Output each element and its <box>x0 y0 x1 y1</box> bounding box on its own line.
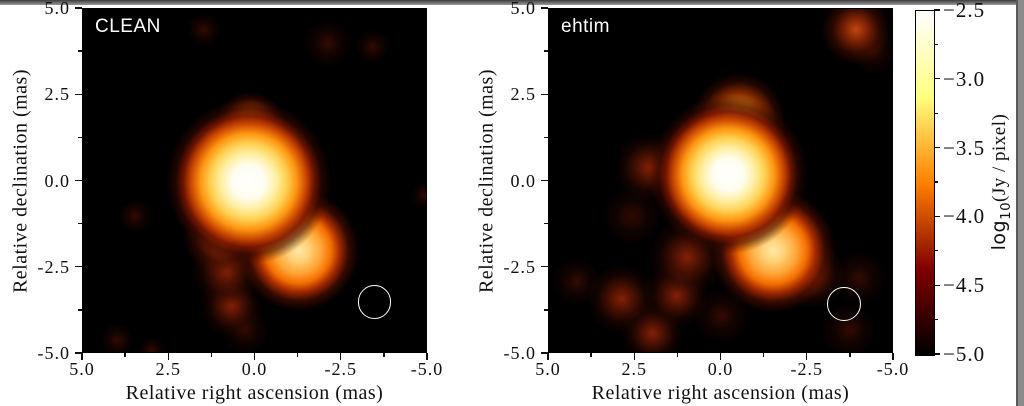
colorbar-tick-mark <box>934 112 938 114</box>
x-tick-label: -2.5 <box>790 359 823 379</box>
y-tick-label: 2.5 <box>510 84 536 105</box>
y-tick-mark <box>541 266 548 268</box>
x-tick-label: -5.0 <box>410 359 444 379</box>
y-tick-mark <box>544 309 548 311</box>
x-tick-mark <box>383 353 385 357</box>
x-axis-label: Relative right ascension (mas) <box>591 382 850 404</box>
colorbar-tick-label: −4.0 <box>943 204 986 229</box>
y-tick-mark <box>544 222 548 225</box>
y-tick-mark <box>541 7 548 9</box>
colorbar-tick-mark <box>934 9 940 11</box>
x-tick-mark <box>296 353 299 357</box>
colorbar-tick-mark <box>934 181 938 183</box>
x-tick-mark <box>849 353 851 357</box>
colorbar-tick-label: −3.0 <box>943 66 986 91</box>
y-tick-mark <box>75 352 82 354</box>
x-tick-label: -2.5 <box>324 359 357 379</box>
beam-circle <box>827 287 861 321</box>
y-tick-label: 5.0 <box>44 0 70 18</box>
colorbar-tick-label: −4.5 <box>943 273 986 298</box>
colorbar-tick-mark <box>934 43 938 46</box>
x-tick-mark <box>547 353 549 360</box>
colorbar-tick-mark <box>934 250 938 252</box>
right-border <box>1016 0 1024 406</box>
ehtim-heatmap-image: ehtim <box>548 8 893 353</box>
clean-heatmap-image: CLEAN <box>82 8 427 353</box>
colorbar-tick-label: −5.0 <box>943 342 986 366</box>
panel-label-ehtim: ehtim <box>561 16 610 37</box>
x-tick-mark <box>762 353 765 357</box>
y-tick-mark <box>75 7 82 9</box>
y-tick-mark <box>78 50 82 52</box>
x-tick-mark <box>719 353 722 360</box>
colorbar-tick-label: −3.5 <box>943 135 986 160</box>
y-tick-mark <box>78 222 82 225</box>
x-axis-label: Relative right ascension (mas) <box>125 382 384 404</box>
colorbar-tick-mark <box>934 78 940 80</box>
x-tick-mark <box>806 353 808 360</box>
x-tick-label: 0.0 <box>241 359 268 379</box>
x-tick-mark <box>426 353 428 360</box>
y-tick-label: -5.0 <box>37 343 70 363</box>
x-tick-mark <box>892 353 894 360</box>
y-tick-label: -5.0 <box>503 343 536 363</box>
x-tick-mark <box>210 353 213 357</box>
x-tick-label: 5.0 <box>535 359 561 379</box>
colorbar-tick-mark <box>934 215 940 218</box>
y-tick-mark <box>544 50 548 52</box>
panel-label-clean: CLEAN <box>95 16 161 37</box>
y-tick-label: 5.0 <box>510 0 536 18</box>
x-tick-mark <box>167 353 169 360</box>
colorbar-tick-label: −2.5 <box>943 0 986 22</box>
colorbar-tick-mark <box>934 146 940 149</box>
x-tick-mark <box>590 353 592 357</box>
y-tick-label: 0.0 <box>510 170 536 191</box>
x-tick-label: 5.0 <box>69 359 95 379</box>
x-tick-mark <box>124 353 126 357</box>
y-tick-mark <box>544 136 548 139</box>
y-tick-label: 2.5 <box>44 84 70 105</box>
y-tick-label: 0.0 <box>44 170 70 191</box>
x-tick-mark <box>676 353 679 357</box>
x-tick-mark <box>633 353 635 360</box>
x-tick-label: 0.0 <box>707 359 734 379</box>
x-tick-mark <box>81 353 83 360</box>
y-tick-mark <box>541 179 548 182</box>
y-tick-mark <box>78 309 82 311</box>
colorbar-axis-label: log10(Jy / pixel) <box>988 62 1014 302</box>
y-tick-mark <box>75 266 82 268</box>
colorbar-tick-mark <box>934 284 940 286</box>
y-tick-label: -2.5 <box>503 256 536 277</box>
y-tick-mark <box>75 93 82 95</box>
x-tick-label: 2.5 <box>621 359 647 379</box>
top-border <box>0 0 1024 5</box>
y-tick-mark <box>541 352 548 354</box>
colorbar-tick-mark <box>934 353 940 355</box>
y-tick-mark <box>541 93 548 95</box>
colorbar-tick-mark <box>934 318 938 321</box>
colorbar <box>915 10 935 356</box>
x-tick-label: 2.5 <box>155 359 181 379</box>
y-tick-mark <box>75 179 82 182</box>
x-tick-mark <box>253 353 256 360</box>
x-tick-mark <box>340 353 342 360</box>
y-tick-mark <box>78 136 82 139</box>
beam-circle <box>357 285 392 320</box>
y-tick-label: -2.5 <box>37 256 70 277</box>
x-tick-label: -5.0 <box>876 359 910 379</box>
